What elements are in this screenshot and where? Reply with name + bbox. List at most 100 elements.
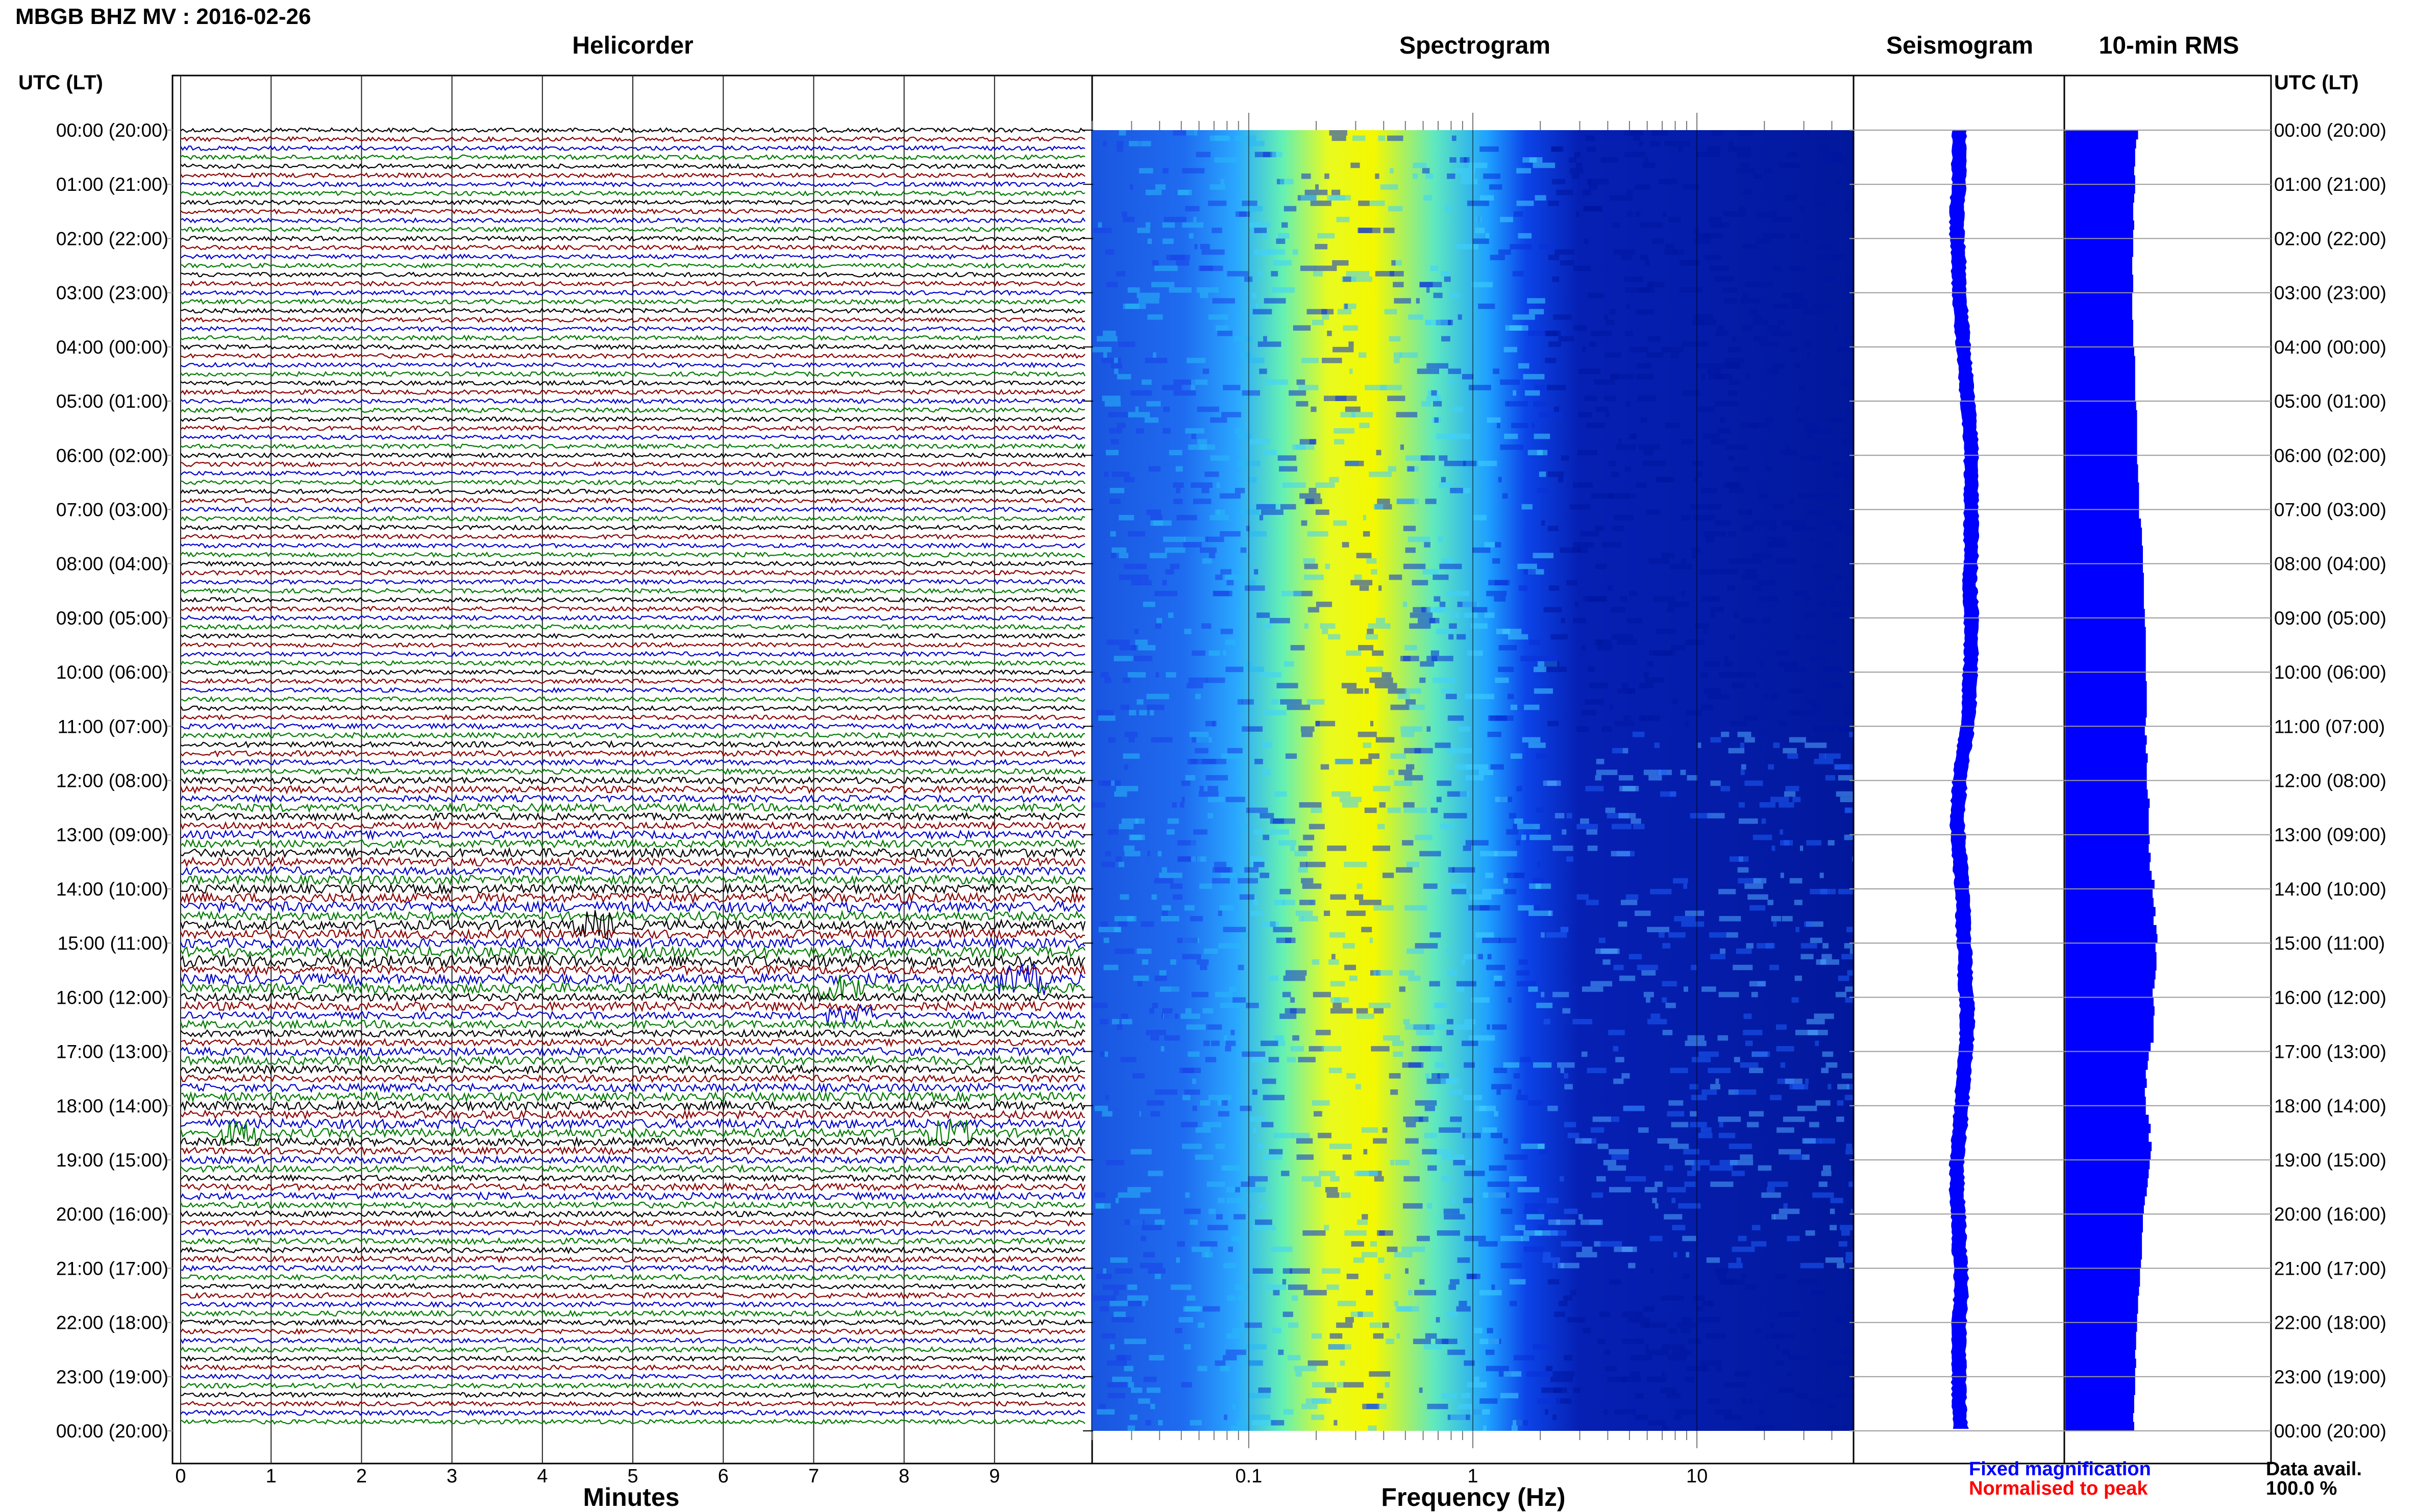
rms-bar — [2065, 654, 2146, 663]
helicorder-trace-line — [180, 1136, 1085, 1148]
spectrogram-texture-cell — [1728, 1262, 1743, 1269]
spectrogram-texture-cell — [1343, 943, 1355, 949]
spectrogram-texture-cell — [1184, 1208, 1201, 1214]
spectrogram-texture-cell — [1651, 238, 1664, 244]
spectrogram-texture-cell — [1303, 1290, 1327, 1296]
spectrogram-texture-cell — [1527, 298, 1545, 304]
spectrogram-texture-cell — [1182, 1068, 1194, 1073]
spectrogram-texture-cell — [1425, 1073, 1429, 1079]
rms-bar — [2065, 645, 2146, 655]
rms-bar — [2065, 1403, 2134, 1414]
spectrogram-texture-cell — [1800, 1262, 1824, 1269]
spectrogram-texture-cell — [1719, 948, 1725, 954]
spectrogram-texture-cell — [1242, 666, 1264, 673]
spectrogram-texture-cell — [1743, 1013, 1752, 1019]
spectrogram-texture-cell — [1625, 1176, 1646, 1182]
spectrogram-texture-cell — [1724, 298, 1737, 304]
spectrogram-texture-cell — [1417, 368, 1439, 374]
spectrogram-texture-cell — [1489, 1165, 1507, 1171]
spectrogram-texture-cell — [1690, 1122, 1707, 1128]
spectrogram-texture-cell — [1591, 493, 1612, 499]
spectrogram-texture-cell — [1552, 1262, 1556, 1269]
spectrogram-texture-cell — [1135, 639, 1148, 645]
helicorder-trace-line — [180, 651, 1085, 657]
spectrogram-texture-cell — [1207, 797, 1224, 802]
spectrogram-texture-cell — [1845, 206, 1849, 212]
spectrogram-texture-cell — [1468, 1035, 1488, 1041]
spectrogram-texture-cell — [1111, 780, 1115, 786]
spectrogram-texture-cell — [1627, 688, 1635, 694]
spectrogram-texture-cell — [1607, 813, 1629, 819]
spectrogram-texture-cell — [1773, 921, 1777, 927]
spectrogram-texture-cell — [1372, 846, 1390, 851]
spectrogram-texture-cell — [1386, 1339, 1394, 1344]
spectrogram-texture-cell — [1743, 715, 1759, 721]
spectrogram-texture-cell — [1841, 1349, 1856, 1355]
spectrogram-texture-cell — [1548, 255, 1560, 260]
spectrogram-texture-cell — [1768, 542, 1787, 548]
spectrogram-texture-cell — [1564, 1355, 1573, 1360]
spectrogram-x-tick-label: 0.1 — [1235, 1466, 1262, 1487]
spectrogram-texture-cell — [1701, 986, 1716, 992]
spectrogram-texture-cell — [1487, 1035, 1495, 1041]
spectrogram-texture-cell — [1533, 401, 1546, 407]
spectrogram-texture-cell — [1789, 1084, 1809, 1089]
spectrogram-texture-cell — [1570, 504, 1590, 510]
spectrogram-texture-cell — [1170, 883, 1182, 889]
spectrogram-texture-cell — [1535, 883, 1551, 889]
spectrogram-texture-cell — [1668, 602, 1689, 607]
spectrogram-texture-cell — [1583, 596, 1607, 602]
helicorder-trace-line — [180, 749, 1085, 758]
spectrogram-texture-cell — [1605, 807, 1616, 813]
spectrogram-texture-cell — [1518, 585, 1527, 591]
spectrogram-texture-cell — [1196, 959, 1209, 965]
spectrogram-texture-cell — [1464, 1360, 1475, 1366]
spectrogram-texture-cell — [1779, 1149, 1801, 1155]
spectrogram-texture-cell — [1374, 683, 1397, 688]
spectrogram-texture-cell — [1192, 1105, 1197, 1111]
spectrogram-texture-cell — [1701, 341, 1709, 347]
spectrogram-texture-cell — [1303, 558, 1316, 564]
spectrogram-texture-cell — [1486, 1349, 1495, 1355]
spectrogram-texture-cell — [1141, 921, 1154, 927]
spectrogram-texture-cell — [1238, 433, 1252, 439]
spectrogram-texture-cell — [1533, 553, 1553, 558]
spectrogram-texture-cell — [1805, 423, 1822, 429]
spectrogram-texture-cell — [1696, 363, 1720, 369]
spectrogram-texture-cell — [1575, 1138, 1592, 1144]
spectrogram-texture-cell — [1137, 292, 1160, 299]
spectrogram-texture-cell — [1511, 1425, 1518, 1431]
spectrogram-texture-cell — [1533, 1062, 1552, 1068]
spectrogram-texture-cell — [1406, 861, 1420, 867]
spectrogram-texture-cell — [1225, 1046, 1231, 1052]
rms-bar — [2065, 708, 2147, 718]
helicorder-trace-line — [180, 1355, 1085, 1362]
spectrogram-texture-cell — [1650, 1013, 1661, 1019]
hour-label-left: 02:00 (22:00) — [56, 228, 168, 249]
spectrogram-texture-cell — [1157, 851, 1162, 857]
spectrogram-texture-cell — [1313, 271, 1323, 277]
spectrogram-texture-cell — [1645, 1322, 1667, 1328]
spectrogram-texture-cell — [1409, 704, 1425, 710]
spectrogram-texture-cell — [1715, 276, 1735, 282]
helicorder-trace-line — [180, 687, 1085, 693]
spectrogram-texture-cell — [1227, 271, 1248, 277]
spectrogram-texture-cell — [1465, 1160, 1472, 1166]
spectrogram-texture-cell — [1693, 228, 1699, 233]
rms-bar — [2065, 780, 2147, 790]
hour-label-left: 09:00 (05:00) — [56, 608, 168, 629]
spectrogram-texture-cell — [1272, 818, 1295, 824]
spectrogram-texture-cell — [1345, 406, 1361, 412]
spectrogram-texture-cell — [1196, 737, 1212, 743]
spectrogram-texture-cell — [1114, 916, 1137, 922]
spectrogram-texture-cell — [1301, 358, 1319, 363]
spectrogram-texture-cell — [1719, 1122, 1723, 1128]
spectrogram-texture-cell — [1548, 1219, 1560, 1225]
spectrogram-texture-cell — [1578, 547, 1588, 553]
spectrogram-texture-cell — [1838, 775, 1854, 781]
spectrogram-texture-cell — [1570, 1290, 1577, 1296]
spectrogram-texture-cell — [1814, 1013, 1834, 1019]
spectrogram-texture-cell — [1572, 1019, 1593, 1025]
rms-bar — [2065, 726, 2145, 736]
spectrogram-texture-cell — [1268, 975, 1278, 981]
